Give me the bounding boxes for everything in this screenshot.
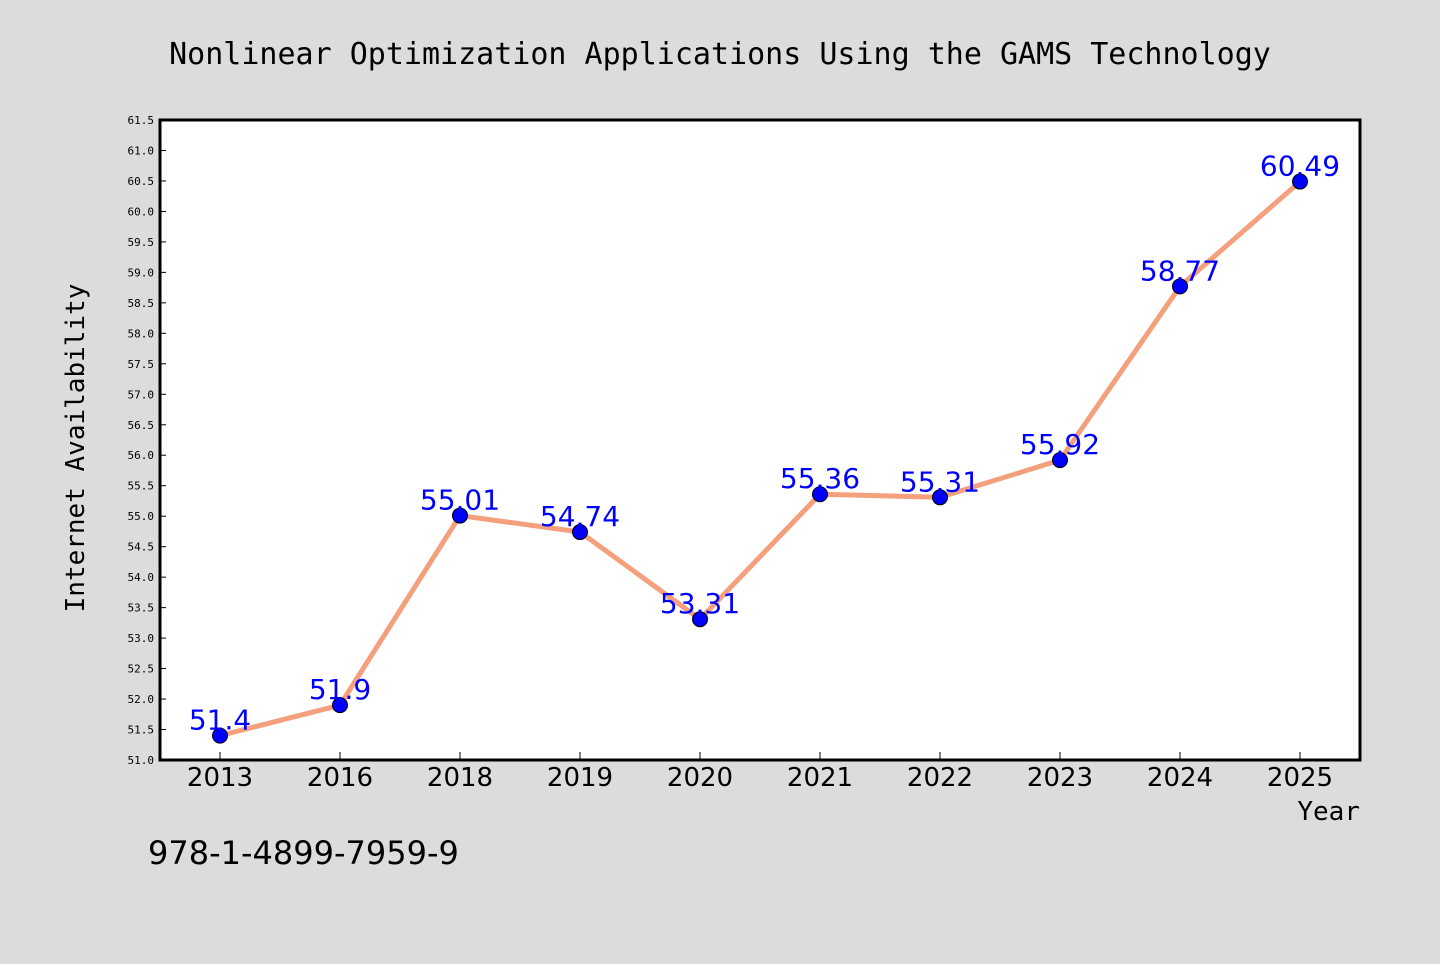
x-tick-label: 2019	[547, 763, 613, 793]
data-point	[932, 489, 948, 506]
y-tick-label: 58.0	[128, 327, 155, 340]
data-point	[452, 507, 468, 524]
x-axis-label: Year	[1297, 797, 1360, 827]
y-tick-label: 59.0	[128, 266, 155, 279]
data-label: 55.31	[900, 465, 980, 498]
data-point	[332, 697, 348, 714]
data-point	[1292, 173, 1308, 190]
y-tick-label: 55.0	[128, 510, 155, 523]
x-tick-label: 2024	[1147, 763, 1213, 793]
y-tick-label: 51.5	[128, 724, 155, 737]
series-line	[217, 179, 1303, 739]
y-tick-label: 55.5	[128, 480, 155, 493]
data-point	[1172, 278, 1188, 295]
data-point	[572, 524, 588, 541]
y-tick-label: 59.5	[128, 236, 155, 249]
data-point	[692, 611, 708, 628]
y-tick-label: 57.0	[128, 388, 155, 401]
chart-title: Nonlinear Optimization Applications Usin…	[169, 37, 1271, 72]
y-tick-label: 51.0	[128, 754, 155, 767]
plot-area	[158, 118, 1362, 762]
y-tick-label: 61.0	[128, 144, 155, 157]
y-tick-label: 60.5	[128, 175, 155, 188]
y-tick-label: 56.5	[128, 419, 155, 432]
data-label: 55.92	[1020, 428, 1100, 461]
x-tick-label: 2020	[667, 763, 733, 793]
x-tick-label: 2021	[787, 763, 853, 793]
y-tick-label: 52.0	[128, 693, 155, 706]
x-tick-label: 2025	[1267, 763, 1333, 793]
data-label: 53.31	[660, 587, 740, 620]
y-axis: 51.0 51.5 52.0 52.5 53.0 53.5 54.0 54.5 55.0 55.5…	[128, 114, 166, 767]
y-tick-label: 61.5	[128, 114, 155, 127]
x-tick-label: 2023	[1027, 763, 1093, 793]
y-tick-label: 53.5	[128, 602, 155, 615]
data-point	[212, 727, 228, 744]
x-axis: 2013 2016 2018 2019 2020 2021 2022 2023 2024 2025	[187, 752, 1333, 793]
x-tick-label: 2018	[427, 763, 493, 793]
y-tick-label: 52.5	[128, 663, 155, 676]
y-tick-label: 54.0	[128, 571, 155, 584]
series-layer	[212, 173, 1308, 744]
y-tick-label: 56.0	[128, 449, 155, 462]
data-labels: 51.4 51.9 55.01 54.74 53.31 55.36 55.31 55.92 58…	[189, 150, 1340, 737]
data-label: 58.77	[1140, 254, 1220, 287]
data-label: 54.74	[540, 500, 620, 533]
x-tick-label: 2016	[307, 763, 373, 793]
x-tick-label: 2013	[187, 763, 253, 793]
data-label: 51.9	[309, 673, 371, 706]
y-tick-label: 58.5	[128, 297, 155, 310]
x-tick-label: 2022	[907, 763, 973, 793]
data-label: 60.49	[1260, 150, 1340, 183]
y-tick-label: 54.5	[128, 541, 155, 554]
data-label: 51.4	[189, 704, 251, 737]
data-label: 55.01	[420, 484, 500, 517]
data-point	[812, 486, 828, 503]
data-label: 55.36	[780, 462, 860, 495]
y-tick-label: 53.0	[128, 632, 155, 645]
y-tick-label: 57.5	[128, 358, 155, 371]
isbn-footnote: 978-1-4899-7959-9	[148, 834, 459, 872]
data-point	[1052, 452, 1068, 469]
y-tick-label: 60.0	[128, 205, 155, 218]
y-axis-label: Internet Availability	[61, 284, 91, 613]
